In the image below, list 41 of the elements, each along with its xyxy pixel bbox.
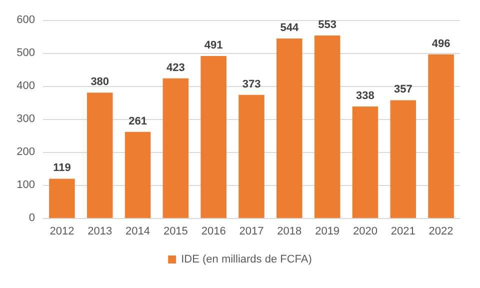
x-tick-label: 2016	[201, 226, 226, 238]
bar	[124, 132, 151, 218]
bar	[314, 36, 340, 218]
data-label: 338	[356, 90, 374, 102]
data-label: 496	[432, 38, 450, 50]
bar	[390, 100, 416, 218]
y-tick-label: 100	[16, 179, 35, 191]
bar	[49, 178, 75, 218]
x-tick-label: 2013	[88, 226, 112, 238]
x-tick-label: 2022	[428, 226, 454, 238]
x-tick-label: 2015	[163, 226, 188, 238]
data-label: 544	[280, 22, 300, 34]
x-tick-label: 2012	[50, 226, 74, 238]
x-tick-label: 2014	[126, 226, 150, 238]
data-label: 119	[53, 162, 71, 174]
bar	[86, 92, 113, 218]
bar	[428, 54, 454, 218]
bar	[162, 78, 189, 218]
x-tick-label: 2019	[315, 226, 340, 238]
y-tick-label: 600	[16, 14, 35, 26]
y-tick-label: 200	[16, 146, 35, 158]
data-label: 423	[166, 62, 185, 74]
y-tick-label: 400	[16, 80, 35, 92]
x-tick-label: 2017	[239, 226, 264, 238]
data-label: 553	[318, 19, 336, 32]
bar	[238, 94, 264, 218]
x-tick-label: 2018	[277, 226, 302, 238]
bar	[200, 56, 226, 218]
data-label: 380	[90, 76, 110, 88]
y-tick-label: 0	[28, 212, 35, 224]
data-label: 491	[204, 39, 223, 52]
y-tick-label: 300	[16, 113, 35, 125]
bar	[276, 38, 302, 218]
x-tick-label: 2021	[390, 226, 416, 238]
data-label: 357	[394, 84, 412, 96]
x-tick-label: 2020	[352, 226, 378, 238]
data-label: 373	[242, 78, 261, 90]
data-label: 261	[128, 115, 147, 128]
y-tick-label: 500	[16, 47, 35, 59]
legend-label: IDE (en milliards de FCFA)	[181, 254, 312, 266]
bar	[352, 106, 378, 218]
